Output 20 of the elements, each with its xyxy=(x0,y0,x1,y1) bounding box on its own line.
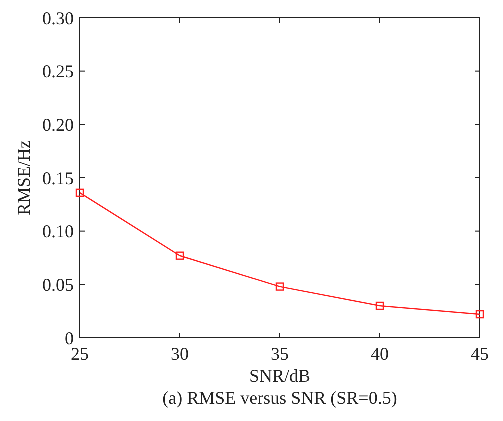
point xyxy=(276,282,284,291)
point xyxy=(376,302,384,310)
point xyxy=(76,188,84,198)
x-tick-label: 25 xyxy=(71,344,89,364)
y-tick-label: 0.25 xyxy=(42,62,74,82)
point xyxy=(476,310,484,319)
text: (a) RMSE versus SNR (SR=0.5) xyxy=(162,388,398,408)
x-tick-label: 45 xyxy=(471,344,489,364)
y-tick-label: 0 xyxy=(65,328,74,348)
x-tick-label: 40 xyxy=(371,344,389,364)
y-axis-title: RMSE/Hz xyxy=(14,140,34,216)
x-axis-title: SNR/dB xyxy=(249,366,311,386)
y-tick-label: 0.05 xyxy=(42,274,74,295)
y-tick-label: 0.10 xyxy=(42,222,74,242)
x-tick-label: 35 xyxy=(271,344,289,364)
point xyxy=(176,252,184,260)
y-tick-label: 0.20 xyxy=(42,114,74,135)
y-tick-label: 0.30 xyxy=(42,8,74,28)
x-tick-label: 30 xyxy=(171,344,189,364)
y-tick-label: 0.15 xyxy=(42,168,74,188)
